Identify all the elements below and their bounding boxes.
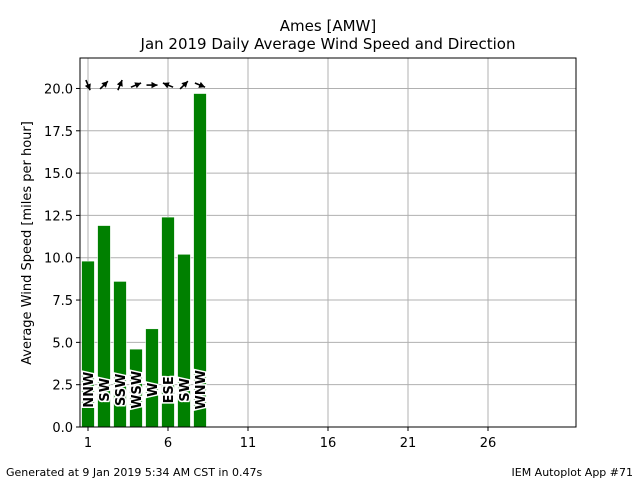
y-tick-label: 10.0: [44, 252, 73, 267]
direction-label: WSW: [130, 371, 145, 409]
chart-subtitle: Jan 2019 Daily Average Wind Speed and Di…: [140, 35, 516, 53]
direction-label: ESE: [162, 376, 177, 403]
x-tick-label: 21: [400, 436, 417, 451]
x-tick-label: 6: [164, 436, 172, 451]
x-tick-label: 11: [240, 436, 257, 451]
direction-label: SSW: [114, 374, 129, 406]
direction-label: SW: [98, 378, 113, 402]
wind-arrow: [116, 79, 123, 91]
direction-label: SW: [178, 378, 193, 402]
y-tick-label: 15.0: [44, 167, 73, 182]
wind-arrow: [194, 81, 206, 88]
y-tick-label: 12.5: [44, 209, 73, 224]
direction-label: NNW: [82, 372, 97, 408]
wind-arrow: [146, 81, 158, 89]
direction-labels: NNW SW SSW WSW W ESE SW WNW: [81, 368, 211, 411]
y-tick-label: 20.0: [44, 82, 73, 97]
x-tick-label: 16: [320, 436, 337, 451]
bar: [145, 328, 159, 428]
wind-arrow: [130, 82, 142, 89]
y-axis-label: Average Wind Speed [miles per hour]: [20, 121, 35, 365]
y-tick-label: 7.5: [52, 294, 73, 309]
wind-arrow: [99, 80, 109, 90]
direction-arrows: [84, 79, 206, 91]
wind-arrow: [84, 79, 91, 91]
y-tick-label: 5.0: [52, 336, 73, 351]
y-tick-label: 2.5: [52, 379, 73, 394]
footer-app: IEM Autoplot App #71: [512, 466, 634, 479]
y-tick-label: 0.0: [52, 421, 73, 436]
footer-generated: Generated at 9 Jan 2019 5:34 AM CST in 0…: [6, 466, 262, 479]
y-tick-label: 17.5: [44, 125, 73, 140]
direction-label: WNW: [194, 370, 209, 410]
x-tick-label: 26: [480, 436, 497, 451]
x-tick-label: 1: [84, 436, 92, 451]
grid: [80, 58, 576, 428]
direction-label: W: [146, 383, 161, 397]
wind-arrow: [179, 80, 189, 90]
x-ticks: 1 6 11 16 21 26: [84, 427, 496, 451]
wind-arrow: [162, 82, 174, 89]
chart-title: Ames [AMW]: [280, 17, 376, 35]
y-ticks: 0.0 2.5 5.0 7.5 10.0 12.5 15.0 17.5 20.0: [44, 82, 80, 436]
